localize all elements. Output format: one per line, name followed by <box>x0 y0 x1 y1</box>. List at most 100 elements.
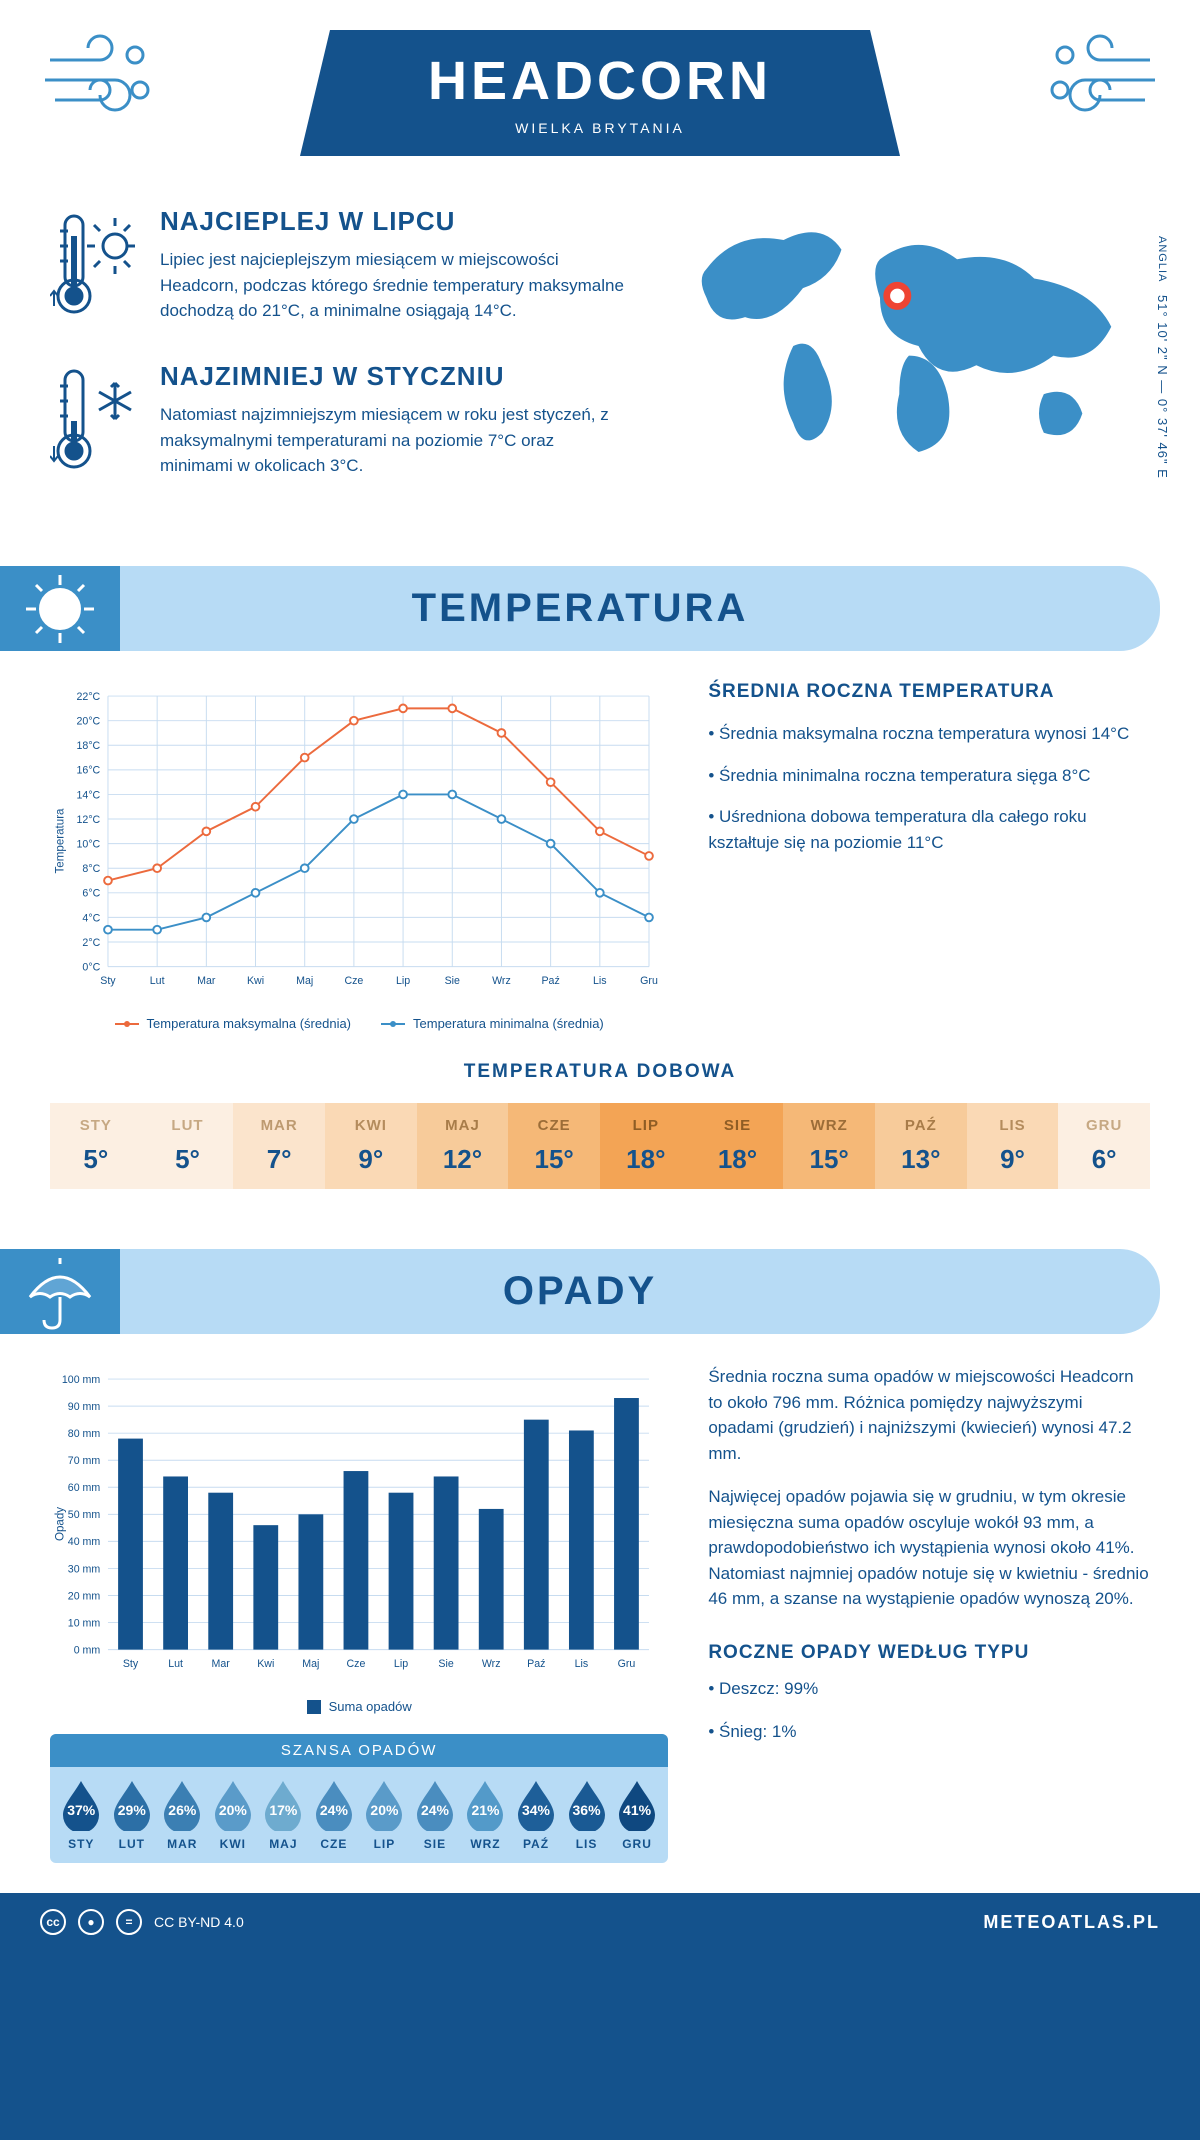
sun-icon <box>0 566 120 651</box>
svg-text:16°C: 16°C <box>77 765 101 777</box>
drop-icon: 21% <box>463 1779 507 1831</box>
wind-icon <box>1040 30 1160 130</box>
temp-value: 9° <box>325 1144 417 1175</box>
lat-label: 51° 10' 2" N <box>1155 295 1170 376</box>
daily-temperature: TEMPERATURA DOBOWA STY5°LUT5°MAR7°KWI9°M… <box>0 1061 1200 1229</box>
temp-info-b2: • Średnia minimalna roczna temperatura s… <box>708 763 1150 789</box>
svg-text:Kwi: Kwi <box>247 975 264 987</box>
precipitation-left: 0 mm10 mm20 mm30 mm40 mm50 mm60 mm70 mm8… <box>50 1364 668 1863</box>
temperature-banner: TEMPERATURA <box>0 566 1160 651</box>
svg-text:Lis: Lis <box>593 975 607 987</box>
svg-text:Sie: Sie <box>438 1658 453 1670</box>
world-map-icon <box>668 206 1150 486</box>
lon-label: 0° 37' 46" E <box>1155 399 1170 479</box>
temp-value: 5° <box>50 1144 142 1175</box>
drop-icon: 29% <box>110 1779 154 1831</box>
svg-text:Wrz: Wrz <box>492 975 511 987</box>
drop-icon: 20% <box>211 1779 255 1831</box>
month-label: SIE <box>412 1837 459 1851</box>
precipitation-heading: OPADY <box>503 1269 657 1313</box>
drop-icon: 17% <box>261 1779 305 1831</box>
drop-icon: 41% <box>615 1779 659 1831</box>
daily-temp-cell: PAŹ 13° <box>875 1103 967 1189</box>
by-icon: ● <box>78 1909 104 1935</box>
fact-coldest-text: Natomiast najzimniejszym miesiącem w rok… <box>160 402 628 479</box>
daily-temp-cell: STY5° <box>50 1103 142 1189</box>
thermometer-snow-icon <box>50 361 140 486</box>
month-label: MAJ <box>260 1837 307 1851</box>
thermometer-sun-icon <box>50 206 140 331</box>
drop-icon: 20% <box>362 1779 406 1831</box>
svg-text:Wrz: Wrz <box>482 1658 501 1670</box>
svg-text:Sty: Sty <box>123 1658 139 1670</box>
daily-temp-cell: MAJ 12° <box>417 1103 509 1189</box>
fact-warmest: NAJCIEPLEJ W LIPCU Lipiec jest najcieple… <box>50 206 628 331</box>
svg-text:40 mm: 40 mm <box>68 1536 101 1548</box>
drop-icon: 26% <box>160 1779 204 1831</box>
temp-value: 15° <box>783 1144 875 1175</box>
month-label: MAJ <box>417 1117 509 1134</box>
daily-temp-cell: LIS9° <box>967 1103 1059 1189</box>
svg-text:Maj: Maj <box>302 1658 319 1670</box>
svg-text:Lut: Lut <box>168 1658 183 1670</box>
umbrella-icon <box>0 1249 120 1334</box>
temp-info-b3: • Uśredniona dobowa temperatura dla całe… <box>708 804 1150 855</box>
month-label: KWI <box>210 1837 257 1851</box>
month-label: PAŹ <box>875 1117 967 1134</box>
svg-text:80 mm: 80 mm <box>68 1428 101 1440</box>
svg-text:30 mm: 30 mm <box>68 1563 101 1575</box>
temp-value: 6° <box>1058 1144 1150 1175</box>
fact-coldest-title: NAJZIMNIEJ W STYCZNIU <box>160 361 628 392</box>
svg-text:Gru: Gru <box>640 975 658 987</box>
precip-p1: Średnia roczna suma opadów w miejscowośc… <box>708 1364 1150 1466</box>
daily-temp-cell: WRZ15° <box>783 1103 875 1189</box>
svg-text:6°C: 6°C <box>82 888 100 900</box>
chance-drop: 29%LUT <box>109 1779 156 1851</box>
temperature-section: 0°C2°C4°C6°C8°C10°C12°C14°C16°C18°C20°C2… <box>0 681 1200 1061</box>
legend-min-label: Temperatura minimalna (średnia) <box>413 1016 604 1031</box>
svg-text:8°C: 8°C <box>82 863 100 875</box>
month-label: CZE <box>508 1117 600 1134</box>
drop-icon: 24% <box>312 1779 356 1831</box>
month-label: CZE <box>311 1837 358 1851</box>
precipitation-info: Średnia roczna suma opadów w miejscowośc… <box>708 1364 1150 1863</box>
temp-value: 15° <box>508 1144 600 1175</box>
chance-drop: 36%LIS <box>563 1779 610 1851</box>
temp-value: 12° <box>417 1144 509 1175</box>
facts-column: NAJCIEPLEJ W LIPCU Lipiec jest najcieple… <box>50 206 628 516</box>
temp-value: 13° <box>875 1144 967 1175</box>
svg-text:Cze: Cze <box>347 1658 366 1670</box>
svg-text:2°C: 2°C <box>82 937 100 949</box>
month-label: WRZ <box>462 1837 509 1851</box>
precip-type-heading: ROCZNE OPADY WEDŁUG TYPU <box>708 1642 1150 1664</box>
legend-swatch-min <box>381 1023 405 1025</box>
svg-text:Paź: Paź <box>541 975 559 987</box>
svg-text:Mar: Mar <box>197 975 216 987</box>
svg-text:12°C: 12°C <box>77 814 101 826</box>
chance-heading: SZANSA OPADÓW <box>50 1734 668 1767</box>
fact-coldest: NAJZIMNIEJ W STYCZNIU Natomiast najzimni… <box>50 361 628 486</box>
drop-icon: 36% <box>565 1779 609 1831</box>
temp-value: 18° <box>600 1144 692 1175</box>
intro-section: NAJCIEPLEJ W LIPCU Lipiec jest najcieple… <box>0 176 1200 546</box>
precipitation-banner: OPADY <box>0 1249 1160 1334</box>
temp-value: 9° <box>967 1144 1059 1175</box>
daily-temp-heading: TEMPERATURA DOBOWA <box>50 1061 1150 1083</box>
svg-text:20 mm: 20 mm <box>68 1590 101 1602</box>
svg-text:Cze: Cze <box>344 975 363 987</box>
svg-text:Mar: Mar <box>212 1658 231 1670</box>
svg-text:Gru: Gru <box>618 1658 636 1670</box>
daily-temp-cell: KWI9° <box>325 1103 417 1189</box>
chance-drop: 34%PAŹ <box>513 1779 560 1851</box>
svg-text:Sty: Sty <box>100 975 116 987</box>
drop-icon: 24% <box>413 1779 457 1831</box>
month-label: PAŹ <box>513 1837 560 1851</box>
svg-text:0°C: 0°C <box>82 961 100 973</box>
legend-swatch-precip <box>307 1700 321 1714</box>
precip-p2: Najwięcej opadów pojawia się w grudniu, … <box>708 1484 1150 1612</box>
month-label: SIE <box>692 1117 784 1134</box>
month-label: LIP <box>600 1117 692 1134</box>
temperature-heading: TEMPERATURA <box>412 586 749 630</box>
temperature-chart: 0°C2°C4°C6°C8°C10°C12°C14°C16°C18°C20°C2… <box>50 681 668 1031</box>
daily-temp-cell: CZE 15° <box>508 1103 600 1189</box>
